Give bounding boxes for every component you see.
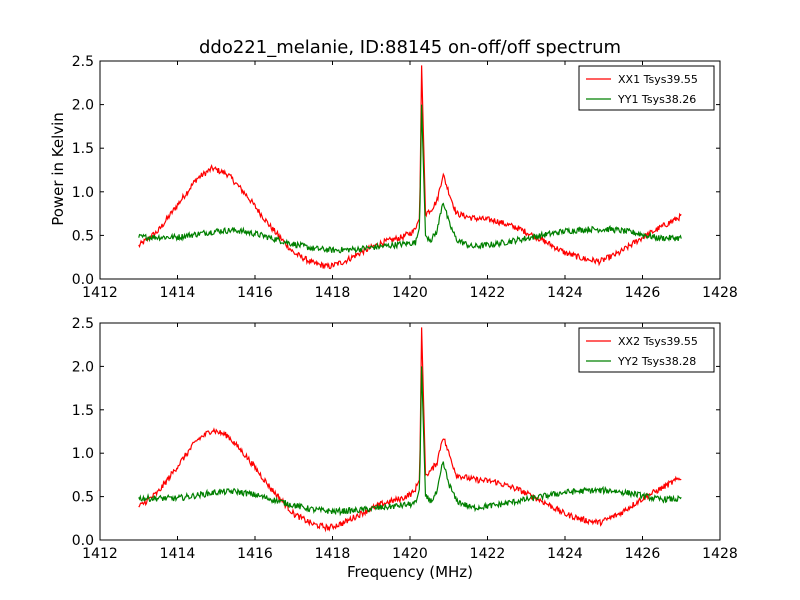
x-axis-label: Frequency (MHz)	[347, 563, 473, 581]
y-tick-label: 0.5	[72, 228, 94, 244]
plots-container: 1412 1414 1416 1418 1420 1422 1424 1426 1428 0.0 0…	[72, 54, 738, 562]
series-line-xx2	[138, 327, 682, 533]
legend-box	[578, 65, 715, 111]
x-tick-label: 1414	[160, 546, 196, 562]
x-tick-label: 1428	[702, 546, 738, 562]
legend-label: XX2 Tsys39.55	[618, 335, 698, 348]
y-axis-label: Power in Kelvin	[49, 112, 67, 226]
legend-entry-xx2: XX2 Tsys39.55	[586, 335, 698, 348]
x-tick-label: 1424	[547, 546, 583, 562]
x-tick-label: 1412	[82, 285, 118, 301]
x-tick-label: 1418	[315, 546, 351, 562]
x-tick-label: 1416	[237, 546, 273, 562]
series-line-yy2	[138, 366, 682, 517]
legend: XX2 Tsys39.55 YY2 Tsys38.28	[578, 327, 715, 373]
y-tick-label: 2.5	[72, 316, 94, 332]
x-tick-label: 1426	[625, 546, 661, 562]
y-tick-label: 2.0	[72, 359, 94, 375]
series-line-yy1	[138, 104, 682, 254]
y-tick-label: 0.0	[72, 272, 94, 288]
x-tick-label: 1422	[470, 546, 506, 562]
series-line-xx1	[138, 65, 682, 270]
x-tick-label: 1414	[160, 285, 196, 301]
figure-title: ddo221_melanie, ID:88145 on-off/off spec…	[199, 37, 621, 58]
x-tick-label: 1420	[392, 285, 428, 301]
legend-entry-xx1: XX1 Tsys39.55	[586, 73, 698, 86]
y-tick-label: 0.5	[72, 490, 94, 506]
legend-label: XX1 Tsys39.55	[618, 73, 698, 86]
x-tick-label: 1426	[625, 285, 661, 301]
x-tick-label: 1412	[82, 546, 118, 562]
y-tick-label: 2.5	[72, 54, 94, 70]
legend-entry-yy1: YY1 Tsys38.26	[586, 93, 696, 106]
x-tick-label: 1418	[315, 285, 351, 301]
y-tick-label: 1.5	[72, 403, 94, 419]
y-tick-label: 0.0	[72, 533, 94, 549]
legend-label: YY2 Tsys38.28	[617, 355, 696, 368]
legend-label: YY1 Tsys38.26	[617, 93, 696, 106]
x-tick-label: 1422	[470, 285, 506, 301]
y-tick-label: 1.0	[72, 446, 94, 462]
y-tick-label: 2.0	[72, 98, 94, 114]
x-tick-label: 1428	[702, 285, 738, 301]
legend: XX1 Tsys39.55 YY1 Tsys38.26	[578, 65, 715, 111]
x-tick-label: 1420	[392, 546, 428, 562]
legend-box	[578, 327, 715, 373]
legend-entry-yy2: YY2 Tsys38.28	[586, 355, 696, 368]
x-tick-label: 1424	[547, 285, 583, 301]
x-tick-label: 1416	[237, 285, 273, 301]
plot-panel-2: 1412 1414 1416 1418 1420 1422 1424 1426 1428 0.0 0…	[72, 316, 738, 562]
y-tick-label: 1.0	[72, 185, 94, 201]
y-tick-label: 1.5	[72, 141, 94, 157]
plot-panel-1: 1412 1414 1416 1418 1420 1422 1424 1426 1428 0.0 0…	[72, 54, 738, 301]
